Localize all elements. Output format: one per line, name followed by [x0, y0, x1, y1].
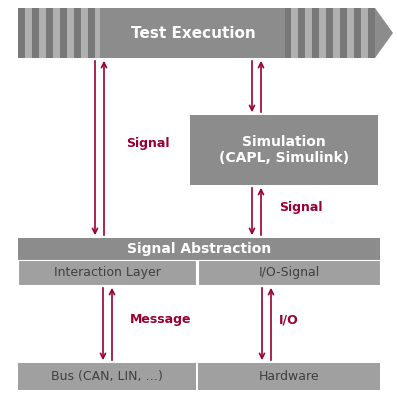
- Text: I/O: I/O: [279, 313, 299, 326]
- Text: Signal Abstraction: Signal Abstraction: [127, 242, 271, 256]
- Bar: [193, 8, 200, 58]
- Text: Signal: Signal: [126, 138, 170, 151]
- Bar: [137, 8, 144, 58]
- Polygon shape: [375, 8, 393, 58]
- Bar: [263, 8, 270, 58]
- Text: Message: Message: [130, 313, 191, 326]
- Bar: [198, 363, 380, 390]
- Text: Hardware: Hardware: [259, 370, 319, 383]
- Bar: [100, 8, 285, 58]
- Bar: [172, 8, 179, 58]
- Bar: [354, 8, 361, 58]
- Bar: [123, 8, 130, 58]
- Bar: [18, 363, 196, 390]
- Bar: [144, 8, 151, 58]
- Bar: [165, 8, 172, 58]
- Bar: [18, 260, 196, 285]
- Bar: [305, 8, 312, 58]
- Text: Test Execution: Test Execution: [131, 26, 255, 41]
- Bar: [88, 8, 95, 58]
- Bar: [25, 8, 32, 58]
- Text: Interaction Layer: Interaction Layer: [54, 266, 160, 279]
- Bar: [46, 8, 53, 58]
- Bar: [200, 8, 207, 58]
- Bar: [109, 8, 116, 58]
- Bar: [198, 260, 380, 285]
- Bar: [102, 8, 109, 58]
- Bar: [179, 8, 186, 58]
- Text: Signal: Signal: [279, 201, 322, 214]
- Bar: [221, 8, 228, 58]
- Bar: [18, 8, 25, 58]
- Bar: [190, 115, 378, 185]
- Text: Bus (CAN, LIN, …): Bus (CAN, LIN, …): [51, 370, 163, 383]
- Bar: [249, 8, 256, 58]
- Bar: [186, 8, 193, 58]
- Bar: [214, 8, 221, 58]
- Bar: [361, 8, 368, 58]
- Bar: [158, 8, 165, 58]
- Bar: [228, 8, 235, 58]
- Bar: [235, 8, 242, 58]
- Bar: [242, 8, 249, 58]
- Bar: [333, 8, 340, 58]
- Bar: [368, 8, 375, 58]
- Bar: [256, 8, 263, 58]
- Bar: [312, 8, 319, 58]
- Bar: [270, 8, 277, 58]
- Bar: [60, 8, 67, 58]
- Bar: [284, 8, 291, 58]
- Bar: [326, 8, 333, 58]
- Bar: [18, 238, 380, 260]
- Bar: [81, 8, 88, 58]
- Bar: [347, 8, 354, 58]
- Bar: [53, 8, 60, 58]
- Bar: [39, 8, 46, 58]
- Bar: [95, 8, 102, 58]
- Bar: [116, 8, 123, 58]
- Bar: [67, 8, 74, 58]
- Bar: [340, 8, 347, 58]
- Bar: [74, 8, 81, 58]
- Bar: [207, 8, 214, 58]
- Bar: [151, 8, 158, 58]
- Bar: [277, 8, 284, 58]
- Bar: [32, 8, 39, 58]
- Bar: [298, 8, 305, 58]
- Text: Simulation
(CAPL, Simulink): Simulation (CAPL, Simulink): [219, 135, 349, 165]
- Bar: [291, 8, 298, 58]
- Bar: [130, 8, 137, 58]
- Bar: [319, 8, 326, 58]
- Text: I/O-Signal: I/O-Signal: [258, 266, 320, 279]
